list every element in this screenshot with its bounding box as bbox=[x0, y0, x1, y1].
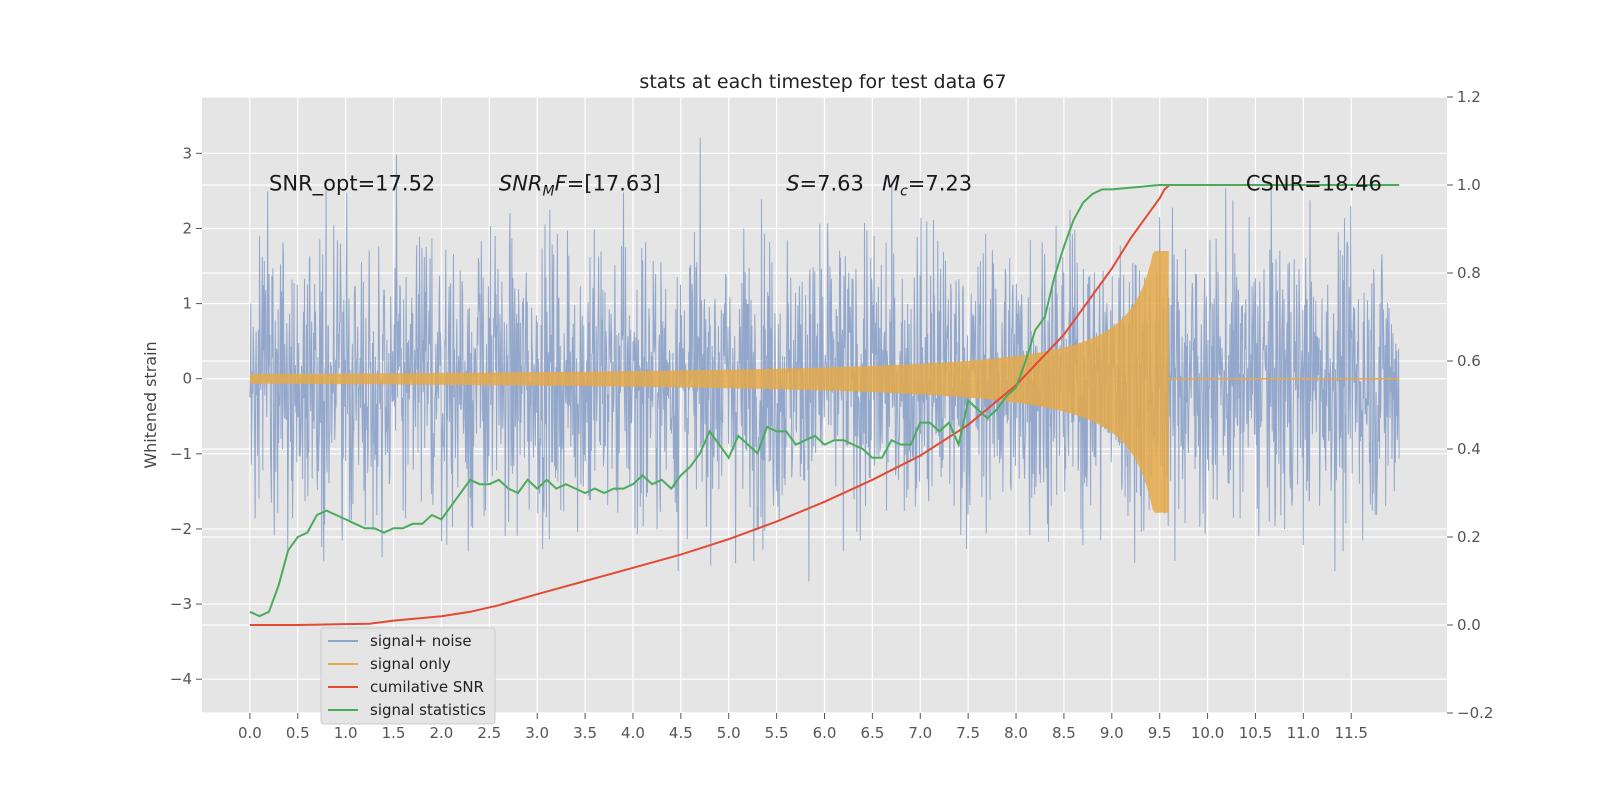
right-y-axis: 1.2 1.0 0.8 0.6 0.4 0.2 0.0 −0.2 bbox=[1447, 88, 1493, 722]
x-tick-label-8: 4.0 bbox=[621, 724, 645, 742]
x-tick-label-21: 10.5 bbox=[1239, 724, 1272, 742]
y-tick-label-1: 2 bbox=[182, 219, 192, 237]
x-tick-label-4: 2.0 bbox=[429, 724, 453, 742]
legend-label-cumulative: cumilative SNR bbox=[370, 678, 484, 696]
x-tick-label-20: 10.0 bbox=[1191, 724, 1224, 742]
right-axis-series bbox=[249, 184, 1400, 626]
annotation-snr-mf: SNRMF=[17.63] bbox=[499, 171, 661, 199]
x-tick-label-1: 0.5 bbox=[286, 724, 310, 742]
signal-envelope bbox=[249, 251, 1169, 513]
annotations: SNR_opt=17.52 SNRMF=[17.63] S=7.63 Mc=7.23 C… bbox=[269, 171, 1382, 199]
x-tick-label-22: 11.0 bbox=[1287, 724, 1320, 742]
x-tick-label-15: 7.5 bbox=[956, 724, 980, 742]
y2-tick-label-2: 0.8 bbox=[1457, 264, 1481, 282]
y-tick-label-7: −4 bbox=[170, 670, 192, 688]
y-tick-label-3: 0 bbox=[182, 370, 192, 388]
signal-only-series bbox=[249, 251, 1400, 513]
x-tick-label-23: 11.5 bbox=[1335, 724, 1368, 742]
noise-trace bbox=[249, 138, 1400, 582]
y-tick-label-4: −1 bbox=[170, 445, 192, 463]
legend: signal+ noise signal only cumilative SNR… bbox=[320, 627, 496, 725]
x-tick-label-19: 9.5 bbox=[1148, 724, 1172, 742]
x-tick-label-7: 3.5 bbox=[573, 724, 597, 742]
annotation-snr-opt: SNR_opt=17.52 bbox=[269, 171, 435, 196]
x-tick-label-5: 2.5 bbox=[477, 724, 501, 742]
x-tick-label-17: 8.5 bbox=[1052, 724, 1076, 742]
x-tick-label-10: 5.0 bbox=[717, 724, 741, 742]
annotation-csnr: CSNR=18.46 bbox=[1246, 171, 1382, 195]
legend-box bbox=[320, 627, 496, 725]
y-tick-label-6: −3 bbox=[170, 595, 192, 613]
legend-label-signal: signal only bbox=[370, 655, 451, 673]
y-tick-label-5: −2 bbox=[170, 520, 192, 538]
chart-title: stats at each timestep for test data 67 bbox=[639, 71, 1006, 93]
y-tick-label-2: 1 bbox=[182, 295, 192, 313]
y2-tick-label-6: 0.0 bbox=[1457, 616, 1481, 634]
series-line-1 bbox=[249, 184, 1400, 618]
x-tick-label-14: 7.0 bbox=[908, 724, 932, 742]
noise-series bbox=[249, 138, 1400, 582]
y2-tick-label-0: 1.2 bbox=[1457, 88, 1481, 106]
y-axis-label: Whitened strain bbox=[141, 341, 160, 468]
annotation-mc: Mc=7.23 bbox=[882, 171, 972, 199]
legend-label-statistics: signal statistics bbox=[370, 701, 486, 719]
annotation-s-stat: S=7.63 bbox=[786, 171, 864, 195]
left-y-axis: 3 2 1 0 −1 −2 −3 −4 bbox=[170, 144, 202, 688]
x-tick-label-9: 4.5 bbox=[669, 724, 693, 742]
y-tick-label-0: 3 bbox=[182, 144, 192, 162]
y2-tick-label-7: −0.2 bbox=[1457, 704, 1493, 722]
series-line-0 bbox=[249, 184, 1400, 626]
y2-tick-label-3: 0.6 bbox=[1457, 352, 1481, 370]
y2-tick-label-4: 0.4 bbox=[1457, 440, 1481, 458]
x-tick-label-6: 3.0 bbox=[525, 724, 549, 742]
x-tick-label-0: 0.0 bbox=[238, 724, 262, 742]
x-tick-label-16: 8.0 bbox=[1004, 724, 1028, 742]
y2-tick-label-5: 0.2 bbox=[1457, 528, 1481, 546]
x-tick-label-13: 6.5 bbox=[860, 724, 884, 742]
y2-tick-label-1: 1.0 bbox=[1457, 176, 1481, 194]
x-tick-label-12: 6.0 bbox=[813, 724, 837, 742]
x-tick-label-18: 9.0 bbox=[1100, 724, 1124, 742]
x-tick-label-2: 1.0 bbox=[334, 724, 358, 742]
legend-label-noise: signal+ noise bbox=[370, 632, 472, 650]
x-tick-label-11: 5.5 bbox=[765, 724, 789, 742]
x-tick-label-3: 1.5 bbox=[382, 724, 406, 742]
x-axis: 0.0 0.5 1.0 1.5 2.0 2.5 3.0 3.5 4.0 4.5 5.0 5.5 6.0 6… bbox=[238, 713, 1368, 742]
